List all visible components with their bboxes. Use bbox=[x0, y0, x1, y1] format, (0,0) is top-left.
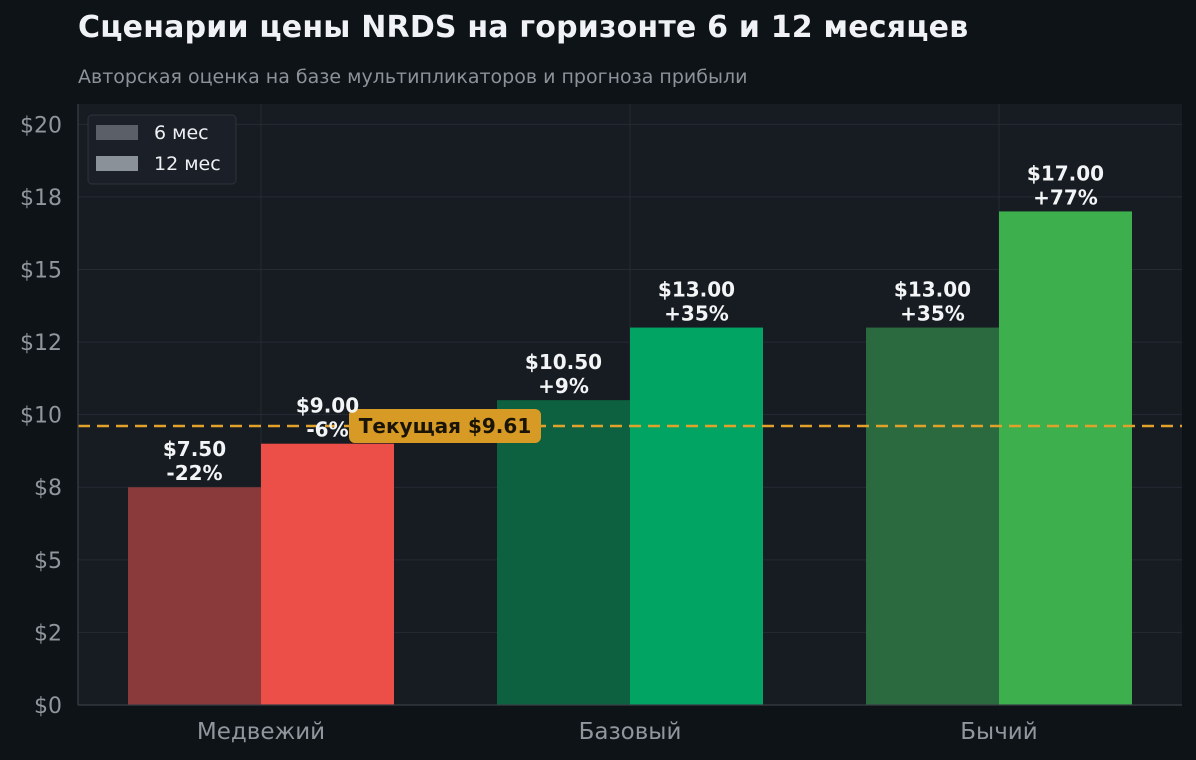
bar-value-label: $9.00 bbox=[296, 394, 359, 418]
current-price-label: Текущая $9.61 bbox=[359, 414, 532, 438]
bar-change-label: +35% bbox=[664, 302, 729, 326]
x-category-label: Базовый bbox=[579, 719, 682, 745]
chart-title: Сценарии цены NRDS на горизонте 6 и 12 м… bbox=[78, 10, 969, 45]
y-tick-label: $20 bbox=[20, 113, 62, 138]
y-tick-label: $10 bbox=[20, 404, 62, 429]
bar-6m bbox=[128, 487, 261, 705]
bar-change-label: +9% bbox=[538, 374, 589, 398]
bar-change-label: -6% bbox=[306, 418, 348, 442]
x-category-label: Бычий bbox=[960, 719, 1037, 745]
bar-value-label: $13.00 bbox=[894, 278, 971, 302]
y-axis: $0 $2 $5 $8 $10 $12 $15 $18 $20 bbox=[20, 104, 79, 719]
bar-6m bbox=[497, 400, 630, 705]
bar-change-label: -22% bbox=[166, 461, 222, 485]
bar-change-label: +77% bbox=[1033, 185, 1098, 209]
legend: 6 мес 12 мес bbox=[87, 114, 237, 185]
y-tick-label: $5 bbox=[34, 549, 62, 574]
current-price-badge bbox=[349, 408, 541, 443]
legend-swatch bbox=[96, 156, 138, 171]
bar-12m bbox=[999, 211, 1132, 706]
bars-group bbox=[128, 211, 1132, 706]
bar-12m bbox=[261, 443, 394, 705]
y-tick-label: $18 bbox=[20, 186, 62, 211]
bar-change-label: +35% bbox=[900, 302, 965, 326]
bar-value-label: $10.50 bbox=[525, 350, 602, 374]
bar-12m bbox=[630, 327, 763, 705]
bar-value-label: $7.50 bbox=[163, 437, 226, 461]
bar-value-label: $13.00 bbox=[658, 278, 735, 302]
reference-line-group: Текущая $9.61 bbox=[78, 408, 1182, 443]
bar-6m bbox=[866, 327, 999, 705]
y-tick-label: $8 bbox=[34, 476, 62, 501]
y-tick-label: $0 bbox=[34, 694, 62, 719]
legend-label: 12 мес bbox=[154, 153, 221, 175]
x-category-label: Медвежий bbox=[197, 719, 325, 745]
x-axis: Медвежий Базовый Бычий bbox=[78, 704, 1182, 745]
bar-value-label: $17.00 bbox=[1027, 161, 1104, 185]
legend-swatch bbox=[96, 125, 138, 140]
y-tick-label: $15 bbox=[20, 258, 62, 283]
legend-label: 6 мес bbox=[154, 122, 209, 144]
chart-subtitle: Авторская оценка на базе мультипликаторо… bbox=[78, 66, 748, 88]
value-labels-group: $7.50-22%$10.50+9%$13.00+35%$9.00-6%$13.… bbox=[163, 161, 1104, 485]
y-tick-label: $2 bbox=[34, 621, 62, 646]
y-tick-label: $12 bbox=[20, 331, 62, 356]
